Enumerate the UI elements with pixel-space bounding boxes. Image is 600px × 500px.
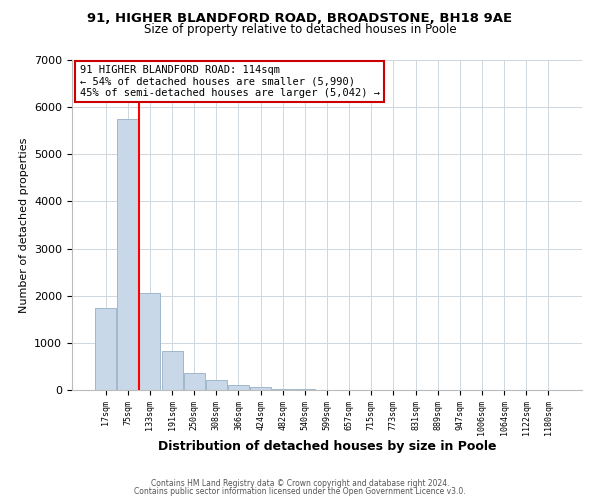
- Bar: [250, 388, 271, 390]
- X-axis label: Distribution of detached houses by size in Poole: Distribution of detached houses by size …: [158, 440, 496, 454]
- Bar: [161, 352, 182, 390]
- Bar: [228, 386, 249, 390]
- Text: Size of property relative to detached houses in Poole: Size of property relative to detached ho…: [143, 22, 457, 36]
- Bar: [118, 119, 139, 390]
- Bar: [272, 388, 293, 390]
- Text: 91 HIGHER BLANDFORD ROAD: 114sqm
← 54% of detached houses are smaller (5,990)
45: 91 HIGHER BLANDFORD ROAD: 114sqm ← 54% o…: [80, 65, 380, 98]
- Bar: [95, 308, 116, 390]
- Bar: [206, 380, 227, 390]
- Y-axis label: Number of detached properties: Number of detached properties: [19, 138, 29, 312]
- Bar: [184, 373, 205, 390]
- Text: 91, HIGHER BLANDFORD ROAD, BROADSTONE, BH18 9AE: 91, HIGHER BLANDFORD ROAD, BROADSTONE, B…: [88, 12, 512, 26]
- Text: Contains HM Land Registry data © Crown copyright and database right 2024.: Contains HM Land Registry data © Crown c…: [151, 478, 449, 488]
- Bar: [139, 294, 160, 390]
- Text: Contains public sector information licensed under the Open Government Licence v3: Contains public sector information licen…: [134, 488, 466, 496]
